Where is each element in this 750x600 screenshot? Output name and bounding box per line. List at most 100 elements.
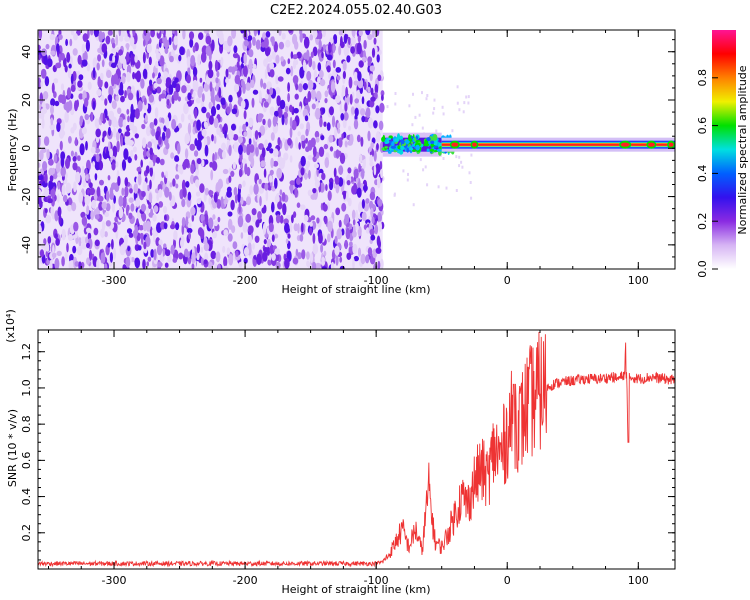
heatmap-cell	[254, 235, 260, 243]
heatmap-cell	[296, 177, 301, 185]
heatmap-cell	[307, 90, 312, 102]
heatmap-cell	[367, 33, 373, 41]
heatmap-cell	[297, 223, 300, 234]
heatmap-cell	[66, 242, 69, 253]
heatmap-cell	[265, 93, 269, 100]
heatmap-cell	[126, 108, 130, 115]
heatmap-cell	[51, 82, 55, 94]
heatmap-cell	[119, 54, 126, 64]
heatmap-cell	[132, 30, 136, 37]
heatmap-cell	[377, 176, 381, 189]
heatmap-cell	[118, 49, 123, 56]
heatmap-cell	[369, 154, 374, 164]
heatmap-cell	[173, 35, 178, 46]
snr-series-line	[38, 331, 675, 568]
heatmap-cell	[81, 243, 87, 250]
heatmap-cell	[308, 56, 313, 68]
heatmap-cell	[92, 161, 96, 167]
heatmap-cell	[107, 242, 111, 248]
heatmap-cell	[324, 157, 330, 169]
heatmap-cell	[211, 199, 215, 205]
heatmap-cell	[133, 183, 139, 194]
heatmap-cell	[151, 128, 156, 137]
y-tick-label: -40	[20, 236, 33, 254]
heatmap-cell	[345, 227, 351, 240]
heatmap-cell	[312, 233, 316, 244]
heatmap-cell	[328, 41, 332, 54]
heatmap-cell	[332, 69, 338, 79]
heatmap-cell	[106, 190, 110, 202]
heatmap-cell	[136, 90, 140, 102]
heatmap-cell	[274, 248, 281, 255]
heatmap-cell	[371, 216, 375, 224]
heatmap-cell	[242, 180, 246, 187]
heatmap-cell	[374, 83, 379, 95]
heatmap-cell	[192, 45, 196, 53]
heatmap-cell	[153, 205, 159, 213]
heatmap-cell	[300, 155, 306, 167]
heatmap-cell	[358, 60, 364, 68]
heatmap-cell	[462, 110, 465, 114]
heatmap-cell	[252, 243, 255, 250]
heatmap-cell	[194, 138, 198, 147]
heatmap-cell	[175, 83, 181, 93]
heatmap-cell	[65, 182, 72, 194]
heatmap-cell	[50, 50, 56, 56]
spectrogram-x-axis-label: Height of straight line (km)	[281, 283, 430, 296]
heatmap-cell	[311, 103, 316, 110]
heatmap-cell	[100, 72, 104, 81]
heatmap-cell	[54, 100, 60, 107]
heatmap-cell	[340, 113, 345, 121]
heatmap-cell	[57, 206, 62, 217]
heatmap-cell	[242, 123, 247, 131]
heatmap-cell	[290, 51, 294, 59]
heatmap-cell	[111, 47, 117, 54]
heatmap-cell	[159, 55, 165, 67]
heatmap-cell	[126, 228, 133, 234]
heatmap-cell	[226, 247, 231, 255]
heatmap-cell	[357, 247, 362, 257]
heatmap-cell	[203, 136, 208, 148]
heatmap-cell	[314, 130, 320, 139]
heatmap-cell	[456, 101, 459, 105]
heatmap-cell	[127, 115, 130, 123]
heatmap-cell	[140, 159, 143, 168]
heatmap-cell	[351, 209, 356, 220]
heatmap-cell	[238, 261, 243, 268]
heatmap-cell	[307, 189, 312, 197]
heatmap-cell	[213, 192, 218, 203]
heatmap-cell	[173, 54, 180, 61]
heatmap-cell	[455, 189, 458, 192]
heatmap-cell	[275, 214, 281, 224]
heatmap-cell	[209, 81, 213, 92]
heatmap-cell	[44, 208, 48, 214]
heatmap-cell	[153, 118, 158, 126]
heatmap-cell	[315, 262, 321, 269]
heatmap-cell	[287, 92, 290, 103]
heatmap-cell	[365, 198, 370, 204]
heatmap-cell	[336, 228, 343, 240]
heatmap-cell	[124, 31, 128, 42]
heatmap-cell	[79, 115, 84, 124]
heatmap-cell	[278, 41, 285, 50]
heatmap-cell	[135, 70, 142, 83]
heatmap-cell	[293, 211, 297, 219]
heatmap-cell	[155, 60, 159, 69]
heatmap-cell	[47, 198, 53, 204]
heatmap-cell	[647, 142, 655, 147]
heatmap-cell	[55, 162, 61, 173]
heatmap-cell	[211, 39, 215, 52]
heatmap-cell	[273, 41, 278, 53]
heatmap-cell	[48, 158, 54, 166]
heatmap-cell	[157, 30, 160, 34]
heatmap-cell	[146, 261, 149, 267]
heatmap-cell	[165, 128, 171, 139]
heatmap-cell	[178, 123, 182, 129]
heatmap-cell	[215, 77, 219, 84]
heatmap-cell	[335, 254, 339, 266]
heatmap-cell	[80, 236, 87, 244]
heatmap-cell	[150, 30, 155, 38]
heatmap-cell	[437, 185, 440, 189]
heatmap-cell	[421, 91, 423, 95]
heatmap-cell	[338, 219, 342, 228]
